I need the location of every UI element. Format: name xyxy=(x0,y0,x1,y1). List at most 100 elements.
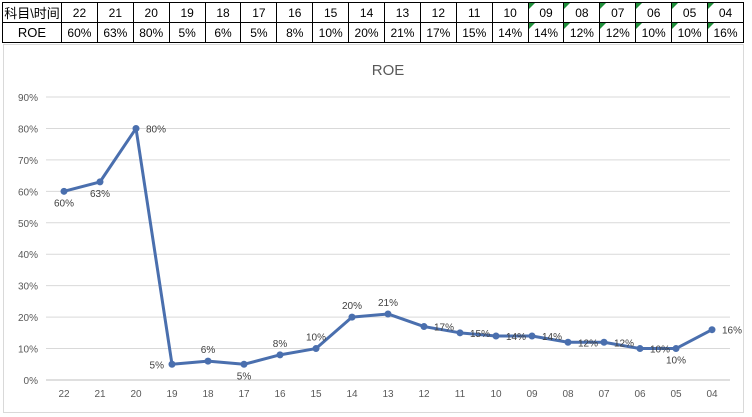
data-label: 6% xyxy=(201,345,216,356)
data-point xyxy=(564,338,572,346)
roe-value-cell[interactable]: 16% xyxy=(707,22,744,43)
header-label-cell[interactable]: 科目\时间 xyxy=(2,2,62,23)
year-header-cell[interactable]: 19 xyxy=(168,2,206,23)
roe-value-cell[interactable]: 21% xyxy=(384,22,421,43)
year-header-cell[interactable]: 06 xyxy=(635,2,673,23)
y-tick-label: 90% xyxy=(18,93,38,104)
y-tick-label: 40% xyxy=(18,250,38,261)
year-header-cell[interactable]: 15 xyxy=(312,2,350,23)
data-label: 5% xyxy=(237,371,252,382)
roe-value-cell[interactable]: 60% xyxy=(61,22,98,43)
chart-area[interactable]: ROE 0% 10% 20% 30% 40% 50% 60% 70% 80% 90% 22 21 20 19… xyxy=(3,44,744,413)
data-label: 10% xyxy=(306,333,326,344)
x-tick-label: 12 xyxy=(418,389,430,400)
data-point xyxy=(60,187,68,195)
roe-value-cell[interactable]: 10% xyxy=(635,22,673,43)
y-tick-label: 50% xyxy=(18,219,38,230)
y-tick-label: 60% xyxy=(18,187,38,198)
roe-value-cell[interactable]: 6% xyxy=(204,22,242,43)
data-table: 科目\时间 22 21 20 19 18 17 16 15 14 13 12 11 10 09 08 07 06… xyxy=(2,2,744,43)
data-label: 21% xyxy=(378,298,398,309)
roe-value-cell[interactable]: 14% xyxy=(491,22,529,43)
roe-line-chart: ROE 0% 10% 20% 30% 40% 50% 60% 70% 80% 90% 22 21 20 19… xyxy=(18,62,742,400)
year-header-cell[interactable]: 21 xyxy=(96,2,134,23)
data-label: 20% xyxy=(342,301,362,312)
x-tick-label: 16 xyxy=(274,389,286,400)
data-label: 63% xyxy=(90,189,110,200)
year-header-cell[interactable]: 22 xyxy=(61,2,98,23)
x-tick-label: 17 xyxy=(238,389,250,400)
x-tick-label: 05 xyxy=(670,389,682,400)
y-tick-label: 30% xyxy=(18,282,38,293)
data-label: 17% xyxy=(434,323,454,334)
roe-value-cell[interactable]: 10% xyxy=(312,22,350,43)
data-label: 15% xyxy=(470,329,490,340)
x-tick-label: 10 xyxy=(490,389,502,400)
chart-title: ROE xyxy=(372,62,405,79)
roe-value-cell[interactable]: 8% xyxy=(276,22,314,43)
data-label: 80% xyxy=(146,124,166,135)
x-tick-label: 11 xyxy=(455,389,466,400)
data-point xyxy=(168,360,176,368)
data-point xyxy=(348,313,356,321)
data-label: 5% xyxy=(150,360,165,371)
x-tick-label: 22 xyxy=(58,389,70,400)
data-point xyxy=(204,357,212,365)
year-header-cell[interactable]: 08 xyxy=(563,2,601,23)
roe-value-cell[interactable]: 63% xyxy=(96,22,134,43)
x-tick-label: 18 xyxy=(202,389,214,400)
year-header-cell[interactable]: 12 xyxy=(419,2,457,23)
row-label-cell[interactable]: ROE xyxy=(2,22,62,43)
x-tick-label: 13 xyxy=(382,389,394,400)
table-value-row: ROE 60% 63% 80% 5% 6% 5% 8% 10% 20% 21% 17% 15% 14% 1… xyxy=(2,22,744,43)
data-point xyxy=(312,345,320,353)
year-header-cell[interactable]: 16 xyxy=(276,2,314,23)
table-header-row: 科目\时间 22 21 20 19 18 17 16 15 14 13 12 11 10 09 08 07 06… xyxy=(2,2,744,23)
y-tick-label: 0% xyxy=(24,376,39,387)
year-header-cell[interactable]: 10 xyxy=(491,2,529,23)
data-label: 10% xyxy=(650,345,670,356)
year-header-cell[interactable]: 11 xyxy=(455,2,493,23)
year-header-cell[interactable]: 14 xyxy=(348,2,386,23)
data-label: 14% xyxy=(506,332,526,343)
year-header-cell[interactable]: 09 xyxy=(527,2,565,23)
year-header-cell[interactable]: 13 xyxy=(384,2,421,23)
year-header-cell[interactable]: 05 xyxy=(671,2,709,23)
roe-value-cell[interactable]: 17% xyxy=(419,22,457,43)
year-header-cell[interactable]: 18 xyxy=(204,2,242,23)
x-tick-label: 08 xyxy=(562,389,574,400)
roe-value-cell[interactable]: 14% xyxy=(527,22,565,43)
x-tick-label: 14 xyxy=(346,389,358,400)
roe-value-cell[interactable]: 5% xyxy=(240,22,278,43)
year-header-cell[interactable]: 20 xyxy=(132,2,170,23)
year-header-cell[interactable]: 07 xyxy=(599,2,637,23)
roe-value-cell[interactable]: 20% xyxy=(348,22,386,43)
data-label: 12% xyxy=(614,338,634,349)
data-label: 14% xyxy=(542,332,562,343)
roe-value-cell[interactable]: 10% xyxy=(671,22,709,43)
x-tick-label: 04 xyxy=(706,389,718,400)
data-point xyxy=(384,310,392,318)
roe-value-cell[interactable]: 12% xyxy=(599,22,637,43)
data-point xyxy=(96,178,104,186)
roe-value-cell[interactable]: 12% xyxy=(563,22,601,43)
data-label: 12% xyxy=(578,338,598,349)
y-tick-label: 70% xyxy=(18,156,38,167)
year-header-cell[interactable]: 04 xyxy=(707,2,744,23)
data-point xyxy=(600,338,608,346)
roe-value-cell[interactable]: 5% xyxy=(168,22,206,43)
x-tick-label: 20 xyxy=(130,389,142,400)
data-point xyxy=(672,345,680,353)
y-tick-label: 10% xyxy=(18,345,38,356)
x-tick-label: 19 xyxy=(166,389,178,400)
data-point xyxy=(528,332,536,340)
x-tick-label: 06 xyxy=(634,389,646,400)
data-label: 60% xyxy=(54,198,74,209)
roe-value-cell[interactable]: 80% xyxy=(132,22,170,43)
data-point xyxy=(492,332,500,340)
data-point xyxy=(420,323,428,331)
roe-value-cell[interactable]: 15% xyxy=(455,22,493,43)
y-tick-label: 80% xyxy=(18,124,38,135)
y-tick-label: 20% xyxy=(18,313,38,324)
year-header-cell[interactable]: 17 xyxy=(240,2,278,23)
